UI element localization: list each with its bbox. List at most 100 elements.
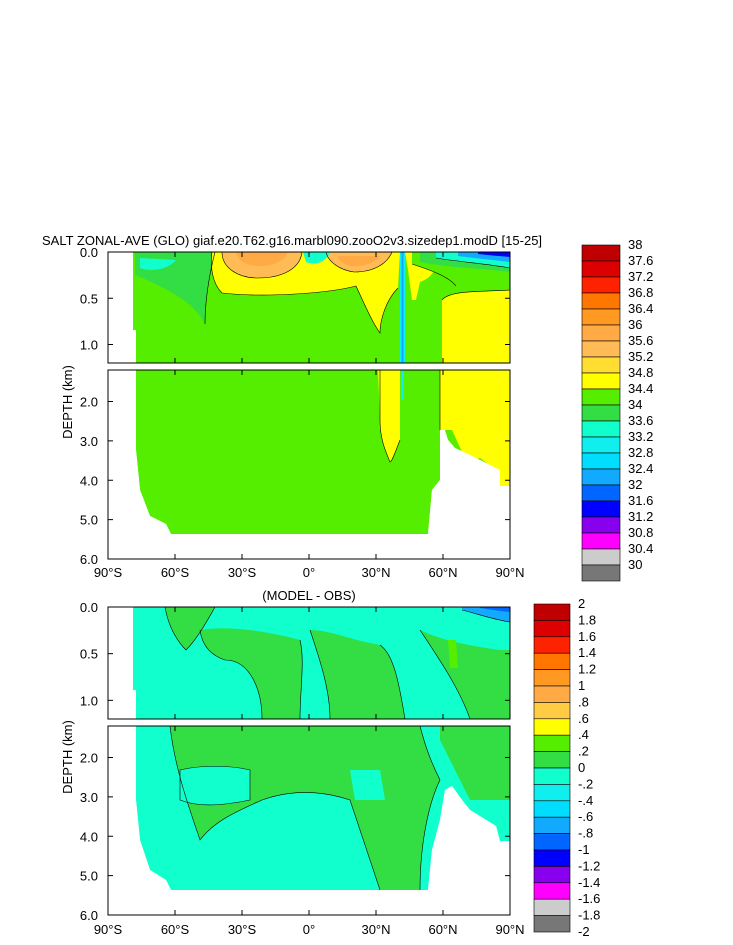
y-tick-label: 2.0 xyxy=(80,751,98,766)
colorbar-label: 35.2 xyxy=(628,349,653,364)
colorbar-label: 32.4 xyxy=(628,461,653,476)
colorbar-label: 34.8 xyxy=(628,365,653,380)
colorbar-swatch xyxy=(533,866,571,884)
colorbar-swatch xyxy=(581,452,621,470)
colorbar-swatch xyxy=(533,685,571,703)
colorbar-swatch xyxy=(533,652,571,670)
region-arctic-deepblue xyxy=(480,607,510,612)
colorbar-swatch xyxy=(581,564,621,582)
colorbar-label: 36 xyxy=(628,317,642,332)
colorbar-label: 1.6 xyxy=(578,629,596,644)
x-tick-label: 90°S xyxy=(94,922,123,937)
colorbar-swatch xyxy=(533,718,571,736)
colorbar-swatch xyxy=(581,468,621,486)
colorbar-label: -1.2 xyxy=(578,858,600,873)
colorbar-swatch xyxy=(533,882,571,900)
y-tick-label: 5.0 xyxy=(80,869,98,884)
x-tick-label: 60°S xyxy=(161,565,190,580)
colorbar-label: 30.4 xyxy=(628,541,653,556)
region-cyan-south xyxy=(140,258,176,270)
colorbar-swatch xyxy=(533,620,571,638)
colorbar-swatch xyxy=(581,548,621,566)
region-green-dark xyxy=(135,252,215,324)
region-orange-south-core xyxy=(236,252,288,266)
chart2-colorbar: 21.81.61.41.21.8.6.4.20-.2-.4-.6-.8-1-1.… xyxy=(533,596,600,939)
chart2-title: (MODEL - OBS) xyxy=(262,588,355,603)
y-tick-label: 0.5 xyxy=(80,647,98,662)
colorbar-label: -.6 xyxy=(578,809,593,824)
colorbar-swatch xyxy=(581,260,621,278)
x-tick-label: 60°S xyxy=(161,922,190,937)
region-green-north xyxy=(420,630,510,719)
chart1-ylabel: DEPTH (km) xyxy=(60,365,75,439)
colorbar-label: 35.6 xyxy=(628,333,653,348)
colorbar-swatch xyxy=(581,276,621,294)
colorbar-label: 37.2 xyxy=(628,269,653,284)
y-tick-label: 6.0 xyxy=(80,552,98,567)
colorbar-swatch xyxy=(581,500,621,518)
region-green-arctic xyxy=(440,726,510,800)
y-tick-label: 4.0 xyxy=(80,473,98,488)
colorbar-swatch xyxy=(581,356,621,374)
colorbar-label: .2 xyxy=(578,744,589,759)
colorbar-swatch xyxy=(533,767,571,785)
colorbar-swatch xyxy=(581,532,621,550)
colorbar-label: 34 xyxy=(628,397,642,412)
region-cyan-eq xyxy=(303,252,330,264)
region-land-antarctic xyxy=(108,607,136,719)
x-tick-label: 30°N xyxy=(361,922,390,937)
colorbar-label: 1.4 xyxy=(578,645,596,660)
colorbar-label: .8 xyxy=(578,694,589,709)
y-tick-label: 5.0 xyxy=(80,513,98,528)
region-seafloor xyxy=(108,726,510,915)
colorbar-label: 32 xyxy=(628,477,642,492)
colorbar-label: 37.6 xyxy=(628,253,653,268)
region-arctic-blue xyxy=(462,607,510,622)
colorbar-swatch xyxy=(581,340,621,358)
colorbar-swatch xyxy=(581,404,621,422)
colorbar-label: 0 xyxy=(578,760,585,775)
colorbar-label: .6 xyxy=(578,711,589,726)
chart2-axes: 90°S 60°S 30°S 0° 30°N 60°N 90°N 0.0 0.5 1.0 2.0 3.… xyxy=(80,600,525,937)
region-cyan-patch xyxy=(180,766,250,805)
region-green-band xyxy=(170,726,440,890)
colorbar-swatch xyxy=(581,484,621,502)
colorbar-swatch xyxy=(581,324,621,342)
colorbar-label: 33.6 xyxy=(628,413,653,428)
colorbar-label: .4 xyxy=(578,727,589,742)
colorbar-swatch xyxy=(581,244,621,262)
chart1-title: SALT ZONAL-AVE (GLO) giaf.e20.T62.g16.ma… xyxy=(42,233,542,248)
y-tick-label: 4.0 xyxy=(80,829,98,844)
colorbar-label: 1 xyxy=(578,678,585,693)
colorbar-label: -1.8 xyxy=(578,908,600,923)
region-arctic-deepblue xyxy=(478,252,510,257)
region-land-antarctic xyxy=(108,252,136,363)
colorbar-swatch xyxy=(581,372,621,390)
colorbar-swatch xyxy=(581,420,621,438)
x-tick-label: 30°S xyxy=(228,565,257,580)
colorbar-swatch xyxy=(581,516,621,534)
region-green-mid xyxy=(200,628,303,719)
y-tick-label: 1.0 xyxy=(80,338,98,353)
colorbar-label: -.4 xyxy=(578,793,593,808)
colorbar-label: 30 xyxy=(628,557,642,572)
region-green-fill xyxy=(136,370,440,534)
chart1-axes: 90°S 60°S 30°S 0° 30°N 60°N 90°N 0.0 0.5 1.0 2.0 3.… xyxy=(80,245,525,580)
colorbar-swatch xyxy=(533,915,571,933)
colorbar-swatch xyxy=(533,669,571,687)
region-strait-blue xyxy=(401,252,404,363)
region-arctic-yellow xyxy=(442,290,510,363)
colorbar-label: -1.6 xyxy=(578,891,600,906)
colorbar-label: 34.4 xyxy=(628,381,653,396)
colorbar-swatch xyxy=(533,636,571,654)
colorbar-label: 31.2 xyxy=(628,509,653,524)
region-cyan-patch2 xyxy=(350,770,385,800)
colorbar-swatch xyxy=(533,784,571,802)
y-tick-label: 1.0 xyxy=(80,693,98,708)
colorbar-label: -1.4 xyxy=(578,875,600,890)
colorbar-swatch xyxy=(533,816,571,834)
region-orange-north-core xyxy=(338,256,380,267)
chart2-contours-lower xyxy=(169,726,441,891)
colorbar-swatch xyxy=(533,603,571,621)
